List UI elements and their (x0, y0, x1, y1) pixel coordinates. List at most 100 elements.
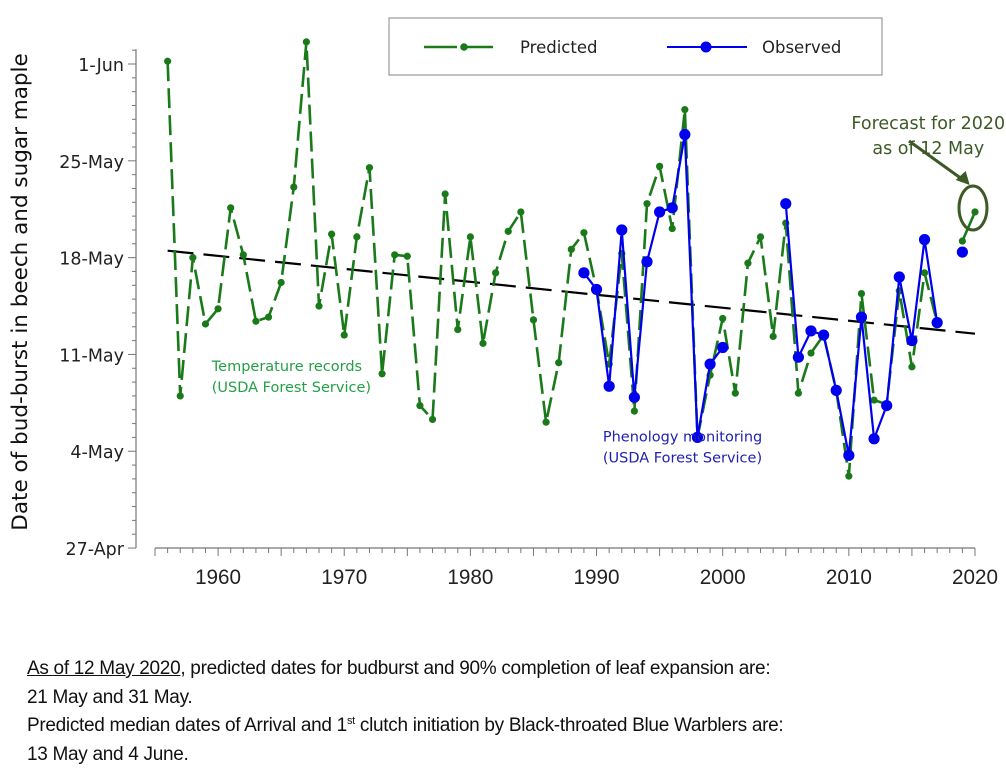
x-tick-label: 1960 (195, 566, 241, 589)
predicted-point (504, 227, 512, 235)
predicted-point (365, 164, 374, 172)
legend-predicted-label: Predicted (520, 38, 597, 57)
observed-point (918, 234, 931, 246)
predicted-point (189, 254, 197, 262)
predicted-point (176, 392, 184, 400)
predicted-point (517, 208, 525, 216)
caption: As of 12 May 2020, predicted dates for b… (27, 655, 987, 769)
predicted-point (428, 415, 437, 424)
predicted-point (845, 472, 853, 480)
legend-observed-marker (700, 41, 712, 53)
observed-point (666, 202, 678, 214)
observed-point (956, 246, 968, 258)
predicted-point (164, 57, 172, 65)
predicted-point (731, 389, 739, 397)
observed-point (818, 329, 830, 341)
forecast-annotation-line: Forecast for 2020 (851, 114, 1005, 134)
x-tick-label: 1980 (447, 566, 493, 589)
trend-line (167, 249, 976, 335)
y-tick-label: 18-May (59, 250, 124, 270)
observed-point (931, 317, 943, 329)
predicted-point (580, 229, 588, 237)
y-tick-label: 11-May (59, 346, 124, 366)
predicted-point (668, 224, 676, 233)
predicted-point (529, 316, 538, 324)
observed-point (893, 271, 905, 283)
caption-line-3-a: Predicted median dates of Arrival and 1 (27, 715, 347, 736)
observed-point (906, 335, 918, 347)
caption-line-3: Predicted median dates of Arrival and 1s… (27, 712, 987, 741)
observed-point (792, 351, 804, 363)
axes: 27-Apr 4-May 11-May 18-May 25-May 1-Jun 1960 19… (59, 49, 998, 589)
predicted-point (681, 106, 689, 114)
forecast-annotation-line: as of 12 May (872, 139, 984, 159)
predicted-point (466, 233, 474, 241)
predicted-point (794, 389, 802, 397)
observed-point (590, 283, 603, 296)
observed-point (843, 449, 855, 461)
y-tick-label: 1-Jun (78, 56, 124, 76)
x-tick-label: 1990 (574, 566, 620, 589)
forecast-arrowhead-icon (955, 171, 970, 185)
caption-line-3-b: clutch initiation by Black-throated Blue… (354, 715, 784, 736)
x-tick-label: 2000 (700, 566, 746, 589)
observed-point (628, 391, 640, 403)
observed-point (780, 198, 792, 210)
predicted-point (630, 407, 638, 415)
observed-point (805, 325, 817, 337)
caption-superscript: st (346, 715, 355, 727)
predicted-point (920, 269, 929, 277)
predicted-point (908, 363, 916, 371)
predicted-point (328, 230, 336, 238)
predicted-line (166, 40, 939, 478)
predicted-point (391, 251, 399, 259)
x-tick-label: 1970 (321, 566, 367, 589)
caption-date-underlined: As of 12 May 2020 (27, 658, 181, 679)
predicted-point (479, 339, 487, 347)
predicted-point (353, 233, 361, 241)
predicted-point (403, 252, 411, 260)
predicted-series (164, 38, 979, 480)
legend: Predicted Observed (388, 17, 883, 76)
predicted-point (555, 359, 563, 367)
predicted-point (719, 314, 727, 323)
forecast-arrow-icon (908, 139, 966, 183)
caption-line-2: 21 May and 31 May. (27, 686, 193, 708)
legend-predicted-marker (460, 43, 468, 51)
predicted-point (454, 325, 462, 334)
observed-point (717, 341, 729, 354)
predicted-point (227, 204, 235, 212)
predicted-point (264, 313, 273, 321)
predicted-point (201, 320, 210, 328)
predicted-point (340, 331, 348, 339)
y-axis-label: Date of bud-burst in beech and sugar map… (8, 53, 33, 530)
temperature-records-annotation-line: (USDA Forest Service) (212, 380, 371, 396)
predicted-point (492, 269, 500, 277)
predicted-point (870, 396, 878, 404)
caption-line-4: 13 May and 4 June. (27, 743, 189, 765)
bud-burst-chart: 27-Apr 4-May 11-May 18-May 25-May 1-Jun 1960 19… (8, 17, 1005, 589)
phenology-monitoring-annotation-line: Phenology monitoring (603, 430, 762, 446)
observed-point (603, 380, 615, 392)
predicted-point (756, 233, 765, 241)
observed-point (881, 400, 893, 412)
x-tick-label: 2010 (826, 566, 872, 589)
forecast-highlight-circle (957, 184, 989, 232)
observed-point (654, 206, 666, 218)
predicted-point (857, 289, 866, 298)
predicted-point (769, 332, 777, 341)
observed-point (704, 358, 716, 370)
predicted-point (378, 370, 386, 378)
legend-box (388, 17, 883, 76)
annotations: Temperature records (USDA Forest Service)… (211, 114, 1005, 467)
predicted-point (290, 183, 298, 191)
predicted-point (971, 208, 979, 216)
y-tick-label: 25-May (59, 153, 124, 173)
x-tick-label: 2020 (952, 566, 998, 589)
temperature-records-annotation-line: Temperature records (211, 359, 362, 375)
predicted-point (441, 190, 449, 198)
predicted-point (542, 418, 550, 426)
observed-line (583, 133, 724, 439)
predicted-point (416, 402, 424, 410)
observed-point (578, 267, 590, 279)
